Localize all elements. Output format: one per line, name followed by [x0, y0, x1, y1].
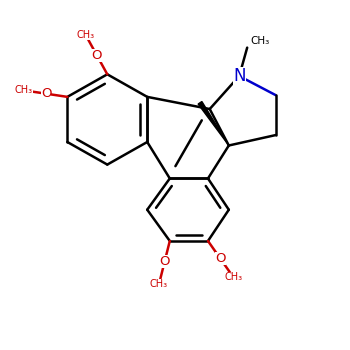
Text: O: O	[41, 87, 51, 100]
Text: CH₃: CH₃	[150, 279, 168, 289]
Text: CH₃: CH₃	[250, 36, 269, 46]
Polygon shape	[198, 102, 229, 146]
Text: CH₃: CH₃	[14, 85, 33, 95]
Text: O: O	[159, 256, 170, 268]
Text: CH₃: CH₃	[224, 272, 243, 282]
Text: N: N	[233, 67, 245, 85]
Text: O: O	[215, 252, 226, 265]
Text: CH₃: CH₃	[77, 30, 95, 40]
Text: O: O	[92, 49, 102, 62]
